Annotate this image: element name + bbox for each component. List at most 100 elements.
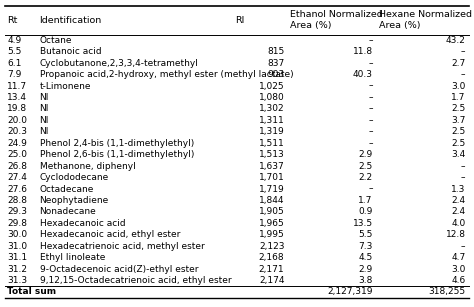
Text: 25.0: 25.0 — [7, 150, 27, 159]
Text: 26.8: 26.8 — [7, 162, 27, 171]
Text: 1,080: 1,080 — [259, 93, 284, 102]
Text: 13.5: 13.5 — [353, 219, 373, 228]
Text: 1,637: 1,637 — [259, 162, 284, 171]
Text: –: – — [368, 127, 373, 136]
Text: t-Limonene: t-Limonene — [40, 82, 91, 91]
Text: 2.5: 2.5 — [451, 127, 465, 136]
Text: 903: 903 — [267, 70, 284, 79]
Text: 1,905: 1,905 — [259, 207, 284, 216]
Text: 1,302: 1,302 — [259, 104, 284, 114]
Text: 27.4: 27.4 — [7, 173, 27, 182]
Text: 2,174: 2,174 — [259, 276, 284, 285]
Text: 1,701: 1,701 — [259, 173, 284, 182]
Text: Octane: Octane — [40, 36, 72, 45]
Text: 1,844: 1,844 — [259, 196, 284, 205]
Text: 1.7: 1.7 — [451, 93, 465, 102]
Text: 3.0: 3.0 — [451, 265, 465, 274]
Text: 2.9: 2.9 — [358, 265, 373, 274]
Text: 2.5: 2.5 — [451, 104, 465, 114]
Text: –: – — [368, 116, 373, 125]
Text: 2.4: 2.4 — [451, 207, 465, 216]
Text: Rt: Rt — [7, 16, 18, 25]
Text: Hexadecatrienoic acid, methyl ester: Hexadecatrienoic acid, methyl ester — [40, 242, 204, 251]
Text: Cyclododecane: Cyclododecane — [40, 173, 109, 182]
Text: –: – — [368, 93, 373, 102]
Text: –: – — [461, 242, 465, 251]
Text: 5.5: 5.5 — [7, 47, 21, 56]
Text: 13.4: 13.4 — [7, 93, 27, 102]
Text: 20.0: 20.0 — [7, 116, 27, 125]
Text: Total sum: Total sum — [7, 287, 56, 296]
Text: 31.0: 31.0 — [7, 242, 27, 251]
Text: 1,513: 1,513 — [259, 150, 284, 159]
Text: NI: NI — [40, 127, 49, 136]
Text: 7.3: 7.3 — [358, 242, 373, 251]
Text: Methanone, diphenyl: Methanone, diphenyl — [40, 162, 136, 171]
Text: 24.9: 24.9 — [7, 139, 27, 148]
Text: RI: RI — [235, 16, 244, 25]
Text: 4.6: 4.6 — [451, 276, 465, 285]
Text: 30.0: 30.0 — [7, 230, 27, 239]
Text: 4.0: 4.0 — [451, 219, 465, 228]
Text: 1.7: 1.7 — [358, 196, 373, 205]
Text: 1,319: 1,319 — [259, 127, 284, 136]
Text: 40.3: 40.3 — [353, 70, 373, 79]
Text: 1,995: 1,995 — [259, 230, 284, 239]
Text: 3.0: 3.0 — [451, 82, 465, 91]
Text: Cyclobutanone,2,3,3,4-tetramethyl: Cyclobutanone,2,3,3,4-tetramethyl — [40, 59, 199, 68]
Text: 5.5: 5.5 — [358, 230, 373, 239]
Text: 0.9: 0.9 — [358, 207, 373, 216]
Text: Hexadecanoic acid, ethyl ester: Hexadecanoic acid, ethyl ester — [40, 230, 180, 239]
Text: NI: NI — [40, 93, 49, 102]
Text: Octadecane: Octadecane — [40, 185, 94, 193]
Text: 11.8: 11.8 — [353, 47, 373, 56]
Text: 12.8: 12.8 — [446, 230, 465, 239]
Text: –: – — [368, 185, 373, 193]
Text: 9-Octadecenoic acid(Z)-ethyl ester: 9-Octadecenoic acid(Z)-ethyl ester — [40, 265, 198, 274]
Text: 837: 837 — [267, 59, 284, 68]
Text: –: – — [461, 173, 465, 182]
Text: 2,171: 2,171 — [259, 265, 284, 274]
Text: 29.8: 29.8 — [7, 219, 27, 228]
Text: 2.9: 2.9 — [358, 150, 373, 159]
Text: 31.2: 31.2 — [7, 265, 27, 274]
Text: Phenol 2,6-bis (1,1-dimethylethyl): Phenol 2,6-bis (1,1-dimethylethyl) — [40, 150, 194, 159]
Text: 3.4: 3.4 — [451, 150, 465, 159]
Text: 1,965: 1,965 — [259, 219, 284, 228]
Text: Propanoic acid,2-hydroxy, methyl ester (methyl lactate): Propanoic acid,2-hydroxy, methyl ester (… — [40, 70, 293, 79]
Text: –: – — [461, 70, 465, 79]
Text: 4.9: 4.9 — [7, 36, 21, 45]
Text: 318,255: 318,255 — [428, 287, 465, 296]
Text: 11.7: 11.7 — [7, 82, 27, 91]
Text: 2,168: 2,168 — [259, 253, 284, 262]
Text: 815: 815 — [267, 47, 284, 56]
Text: 1,025: 1,025 — [259, 82, 284, 91]
Text: –: – — [368, 82, 373, 91]
Text: 2.5: 2.5 — [358, 162, 373, 171]
Text: Nonadecane: Nonadecane — [40, 207, 96, 216]
Text: 19.8: 19.8 — [7, 104, 27, 114]
Text: 28.8: 28.8 — [7, 196, 27, 205]
Text: NI: NI — [40, 104, 49, 114]
Text: Hexane Normalized
Area (%): Hexane Normalized Area (%) — [379, 10, 472, 30]
Text: 3.7: 3.7 — [451, 116, 465, 125]
Text: 2.2: 2.2 — [358, 173, 373, 182]
Text: 2,127,319: 2,127,319 — [327, 287, 373, 296]
Text: Identification: Identification — [40, 16, 102, 25]
Text: 6.1: 6.1 — [7, 59, 21, 68]
Text: Butanoic acid: Butanoic acid — [40, 47, 101, 56]
Text: –: – — [368, 59, 373, 68]
Text: 1,719: 1,719 — [259, 185, 284, 193]
Text: 31.1: 31.1 — [7, 253, 27, 262]
Text: Ethanol Normalized
Area (%): Ethanol Normalized Area (%) — [291, 10, 383, 30]
Text: NI: NI — [40, 116, 49, 125]
Text: Phenol 2,4-bis (1,1-dimethylethyl): Phenol 2,4-bis (1,1-dimethylethyl) — [40, 139, 194, 148]
Text: 29.3: 29.3 — [7, 207, 27, 216]
Text: 31.3: 31.3 — [7, 276, 27, 285]
Text: 3.8: 3.8 — [358, 276, 373, 285]
Text: Hexadecanoic acid: Hexadecanoic acid — [40, 219, 125, 228]
Text: 1,511: 1,511 — [259, 139, 284, 148]
Text: 2.5: 2.5 — [451, 139, 465, 148]
Text: –: – — [368, 36, 373, 45]
Text: 43.2: 43.2 — [446, 36, 465, 45]
